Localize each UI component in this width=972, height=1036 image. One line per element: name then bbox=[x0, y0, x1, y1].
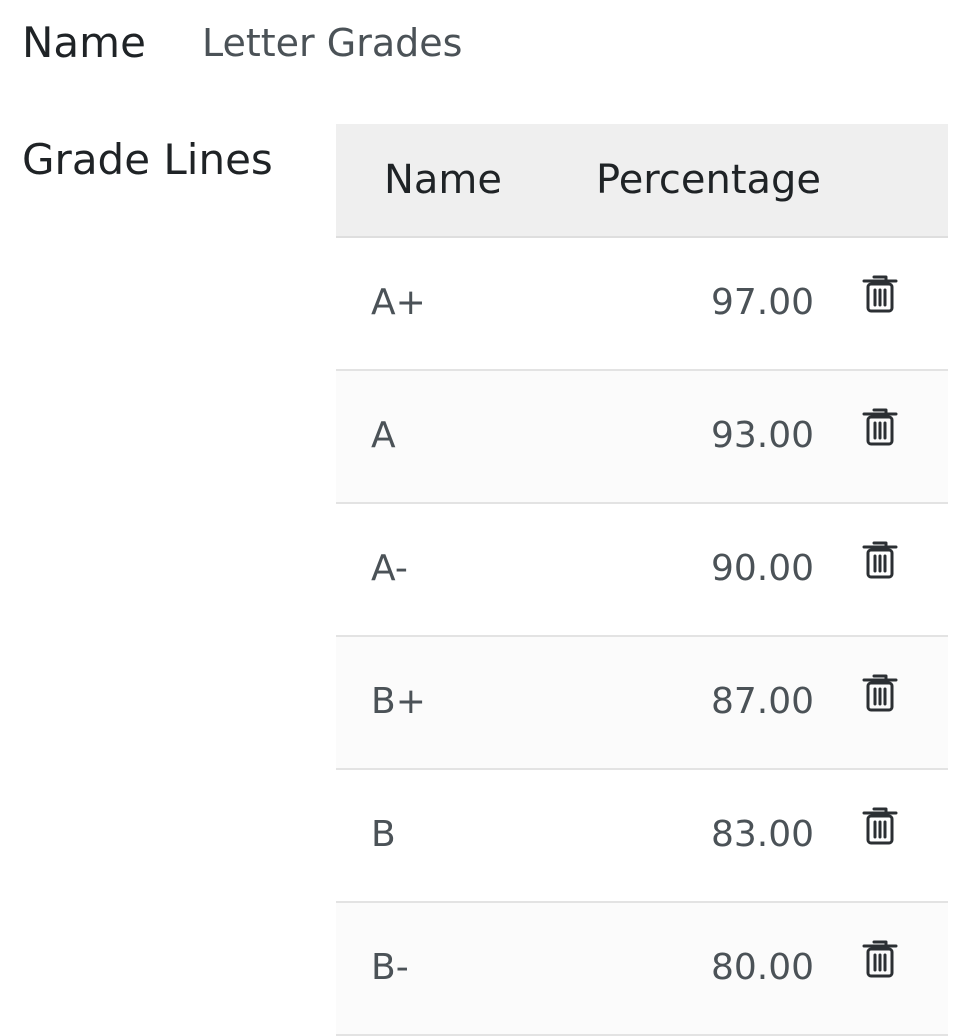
grade-name-cell[interactable]: B bbox=[371, 814, 396, 855]
trash-icon bbox=[862, 275, 898, 313]
grade-percentage-cell[interactable]: 87.00 bbox=[710, 681, 814, 722]
trash-icon bbox=[862, 940, 898, 978]
name-value[interactable]: Letter Grades bbox=[202, 21, 463, 65]
column-header-percentage[interactable]: Percentage bbox=[596, 157, 822, 203]
table-row[interactable]: A+ 97.00 bbox=[336, 238, 948, 371]
grade-name-cell[interactable]: A- bbox=[371, 548, 408, 589]
table-row[interactable]: B- 80.00 bbox=[336, 903, 948, 1036]
grade-percentage-cell[interactable]: 93.00 bbox=[710, 415, 814, 456]
grade-percentage-cell[interactable]: 83.00 bbox=[710, 814, 814, 855]
table-header: Name Percentage bbox=[336, 124, 948, 238]
delete-row-button[interactable] bbox=[862, 407, 898, 447]
trash-icon bbox=[862, 541, 898, 579]
name-label: Name bbox=[22, 18, 146, 67]
delete-row-button[interactable] bbox=[862, 673, 898, 713]
grade-name-cell[interactable]: B+ bbox=[371, 681, 426, 722]
trash-icon bbox=[862, 408, 898, 446]
column-header-name[interactable]: Name bbox=[384, 157, 503, 203]
delete-row-button[interactable] bbox=[862, 939, 898, 979]
trash-icon bbox=[862, 674, 898, 712]
delete-row-button[interactable] bbox=[862, 274, 898, 314]
trash-icon bbox=[862, 807, 898, 845]
table-row[interactable]: B+ 87.00 bbox=[336, 637, 948, 770]
delete-row-button[interactable] bbox=[862, 806, 898, 846]
table-row[interactable]: A 93.00 bbox=[336, 371, 948, 504]
grade-lines-label: Grade Lines bbox=[22, 135, 273, 184]
table-row[interactable]: A- 90.00 bbox=[336, 504, 948, 637]
grade-lines-table: Name Percentage A+ 97.00 A 93.00 bbox=[336, 124, 948, 1036]
grade-name-cell[interactable]: B- bbox=[371, 947, 409, 988]
grade-name-cell[interactable]: A+ bbox=[371, 282, 426, 323]
table-row[interactable]: B 83.00 bbox=[336, 770, 948, 903]
grade-name-cell[interactable]: A bbox=[371, 415, 396, 456]
grade-percentage-cell[interactable]: 97.00 bbox=[710, 282, 814, 323]
grade-percentage-cell[interactable]: 90.00 bbox=[710, 548, 814, 589]
grade-percentage-cell[interactable]: 80.00 bbox=[710, 947, 814, 988]
table-body: A+ 97.00 A 93.00 A- 90.00 bbox=[336, 238, 948, 1036]
delete-row-button[interactable] bbox=[862, 540, 898, 580]
